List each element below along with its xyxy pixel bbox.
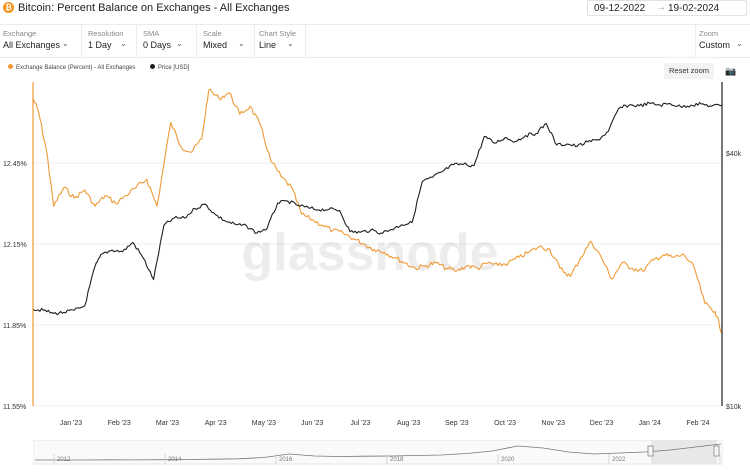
chart-controls: Exchange All Exchanges ⌄ Resolution 1 Da… (0, 24, 750, 58)
x-tick-label: Feb '23 (108, 420, 131, 427)
scale-value: Mixed (203, 40, 228, 50)
exchange-select[interactable]: Exchange All Exchanges ⌄ (0, 25, 82, 58)
x-tick-label: Aug '23 (397, 420, 421, 427)
navigator-year-label: 2012 (57, 457, 71, 463)
zoom-value: Custom (699, 40, 731, 50)
y-left-tick-label: 11.85% (3, 323, 26, 330)
x-tick-label: Feb '24 (686, 420, 709, 427)
chevron-down-icon: ⌄ (287, 39, 294, 48)
x-tick-label: Dec '23 (590, 420, 614, 427)
x-tick-label: Mar '23 (156, 420, 179, 427)
navigator-year-label: 2014 (168, 457, 182, 463)
y-left-tick-label: 12.15% (3, 242, 27, 249)
navigator-year-label: 2022 (612, 457, 626, 463)
time-navigator[interactable]: 2012201420162018202020222024 (33, 440, 723, 466)
series-line-price[interactable] (32, 101, 723, 316)
navigator-year-label: 2018 (390, 457, 404, 463)
x-tick-label: Jan '24 (639, 420, 661, 427)
exchange-label: Exchange (3, 29, 37, 38)
legend-dot-price (150, 64, 155, 69)
x-tick-label: Jul '23 (350, 420, 370, 427)
navigator-left-handle[interactable] (647, 445, 654, 457)
scale-select[interactable]: Scale Mixed ⌄ (200, 25, 255, 58)
date-to[interactable]: 19-02-2024 (668, 3, 720, 14)
legend-label-balance: Exchange Balance (Percent) - All Exchang… (16, 65, 136, 72)
y-left-tick-label: 11.55% (3, 404, 26, 411)
y-right-tick-label: $40k (726, 151, 742, 158)
date-range-picker[interactable]: 09-12-2022 → 19-02-2024 (587, 0, 747, 16)
resolution-select[interactable]: Resolution 1 Day ⌄ (85, 25, 137, 58)
chevron-down-icon: ⌄ (736, 39, 743, 48)
y-left-tick-label: 12.45% (3, 161, 27, 168)
x-tick-label: Sep '23 (445, 420, 469, 427)
navigator-year-label: 2020 (501, 457, 515, 463)
watermark: glassnode (241, 224, 498, 282)
camera-icon[interactable]: 📷 (725, 66, 737, 76)
sma-label: SMA (143, 29, 160, 38)
x-tick-label: Apr '23 (205, 420, 227, 427)
legend-dot-balance (8, 64, 13, 69)
legend-item-balance[interactable]: Exchange Balance (Percent) - All Exchang… (8, 64, 136, 72)
series-line-exchange-balance[interactable] (32, 88, 723, 334)
chart-area[interactable]: glassnode 12.45% 12.15% 11.85% 11.55% $40k $… (0, 80, 750, 440)
x-tick-label: Jun '23 (301, 420, 323, 427)
resolution-value: 1 Day (88, 40, 112, 50)
chart-style-value: Line (259, 40, 277, 50)
legend-item-price[interactable]: Price [USD] (150, 64, 190, 72)
sma-value: 0 Days (143, 40, 172, 50)
x-tick-label: Nov '23 (542, 420, 566, 427)
date-from[interactable]: 09-12-2022 (594, 3, 646, 14)
header: ₿ Bitcoin: Percent Balance on Exchanges … (0, 0, 750, 18)
chevron-down-icon: ⌄ (238, 39, 245, 48)
navigator-selection[interactable] (651, 440, 717, 464)
zoom-select[interactable]: Zoom Custom ⌄ (695, 25, 750, 58)
chevron-down-icon: ⌄ (120, 39, 127, 48)
reset-zoom-button[interactable]: Reset zoom (664, 63, 714, 79)
navigator-right-handle[interactable] (713, 445, 720, 457)
scale-label: Scale (203, 29, 222, 38)
page-title: Bitcoin: Percent Balance on Exchanges - … (18, 2, 290, 14)
chart-style-label: Chart Style (259, 29, 297, 38)
legend-label-price: Price [USD] (158, 65, 190, 72)
y-right-tick-label: $10k (726, 404, 742, 411)
arrow-right-icon: → (656, 2, 666, 13)
chevron-down-icon: ⌄ (62, 39, 69, 48)
chart-style-select[interactable]: Chart Style Line ⌄ (256, 25, 306, 58)
chevron-down-icon: ⌄ (176, 39, 183, 48)
sma-select[interactable]: SMA 0 Days ⌄ (140, 25, 197, 58)
exchange-value: All Exchanges (3, 40, 61, 50)
x-tick-label: Oct '23 (494, 420, 516, 427)
resolution-label: Resolution (88, 29, 124, 38)
bitcoin-icon: ₿ (3, 2, 14, 13)
zoom-label: Zoom (699, 29, 719, 38)
x-tick-label: May '23 (252, 420, 276, 427)
x-tick-label: Jan '23 (60, 420, 82, 427)
navigator-year-label: 2016 (279, 457, 293, 463)
